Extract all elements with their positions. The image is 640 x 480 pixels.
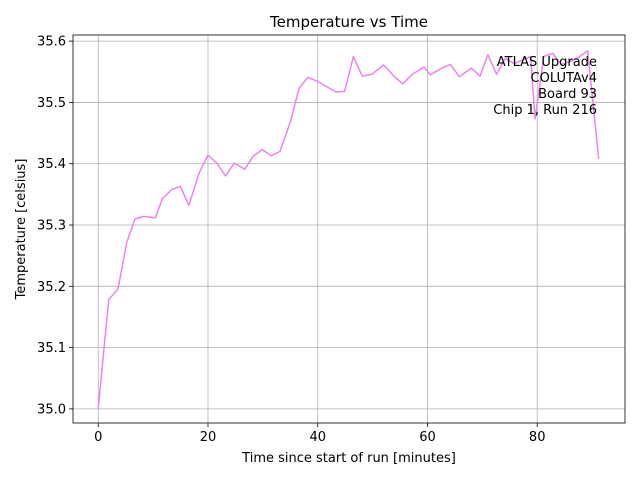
y-tick-label: 35.6: [37, 35, 66, 50]
plot-area-border: [72, 34, 626, 424]
x-tick-label: 0: [94, 430, 102, 445]
annotation-line-4: Chip 1, Run 216: [493, 103, 597, 118]
y-tick-label: 35.1: [37, 341, 66, 356]
annotation-line-2: COLUTAv4: [531, 71, 597, 86]
y-tick-label: 35.3: [37, 219, 66, 234]
x-tick-label: 60: [419, 430, 436, 445]
axes-frame: [72, 34, 626, 424]
grid-layer: [73, 35, 625, 423]
x-tick-label: 80: [529, 430, 546, 445]
y-axis-label: Temperature [celsius]: [14, 159, 29, 301]
x-axis-label: Time since start of run [minutes]: [241, 451, 456, 466]
y-axis-ticks: 35.0 35.1 35.2 35.3 35.4 35.5 35.6: [37, 35, 73, 417]
annotation-line-3: Board 93: [538, 87, 597, 102]
x-tick-label: 40: [309, 430, 326, 445]
annotation-line-1: ATLAS Upgrade: [497, 55, 597, 70]
y-tick-label: 35.4: [37, 157, 66, 172]
run-annotation: ATLAS Upgrade COLUTAv4 Board 93 Chip 1, …: [493, 55, 597, 118]
x-axis-ticks: 0 20 40 60 80: [94, 423, 545, 445]
y-tick-label: 35.0: [37, 402, 66, 417]
series-layer: [97, 50, 600, 409]
chart-title: Temperature vs Time: [269, 13, 428, 31]
y-tick-label: 35.5: [37, 96, 66, 111]
temperature-series-line: [97, 50, 600, 409]
x-tick-label: 20: [200, 430, 217, 445]
y-tick-label: 35.2: [37, 280, 66, 295]
